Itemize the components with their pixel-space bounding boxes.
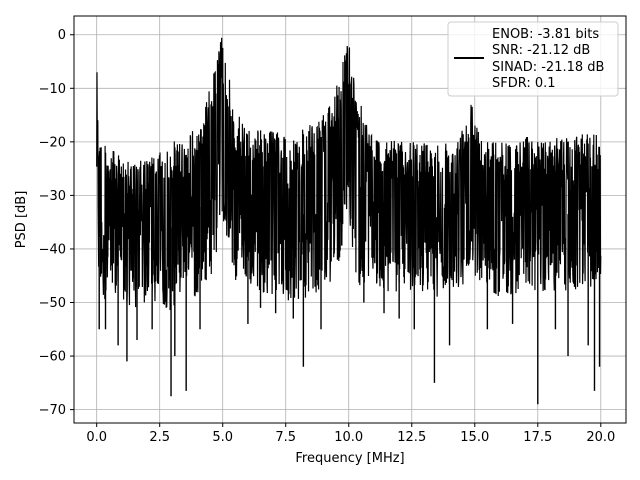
x-tick-label: 5.0 [212,430,233,445]
x-tick-label: 2.5 [149,430,170,445]
x-tick-label: 10.0 [334,430,363,445]
y-tick-label: −20 [39,135,66,150]
x-tick-label: 17.5 [523,430,552,445]
plot-frame [73,15,627,424]
x-tick-label: 15.0 [460,430,489,445]
psd-series-line [96,37,602,311]
y-tick-label: −60 [39,350,66,365]
legend: ENOB: -3.81 bits SNR: -21.12 dB SINAD: -… [447,21,619,97]
legend-entry-enob: ENOB: -3.81 bits [492,27,599,42]
axis-ticks: 0.0 2.5 5.0 7.5 10.0 12.5 15.0 17.5 20.0 0 −10 −20 −… [39,28,616,445]
psd-trace [96,37,602,405]
y-tick-label: −30 [39,189,66,204]
x-tick-label: 20.0 [586,430,615,445]
y-tick-label: −70 [39,403,66,418]
y-tick-label: 0 [58,28,66,43]
x-tick-label: 0.0 [86,430,107,445]
legend-entry-sfdr: SFDR: 0.1 [492,76,556,91]
y-tick-label: −40 [39,242,66,257]
x-tick-label: 12.5 [397,430,426,445]
y-tick-label: −50 [39,296,66,311]
x-tick-label: 7.5 [275,430,296,445]
x-axis-label: Frequency [MHz] [295,451,404,466]
legend-entry-snr: SNR: -21.12 dB [492,43,590,58]
y-axis-label: PSD [dB] [14,191,29,249]
y-tick-label: −10 [39,82,66,97]
legend-box [447,21,619,97]
legend-entry-sinad: SINAD: -21.18 dB [492,60,604,75]
